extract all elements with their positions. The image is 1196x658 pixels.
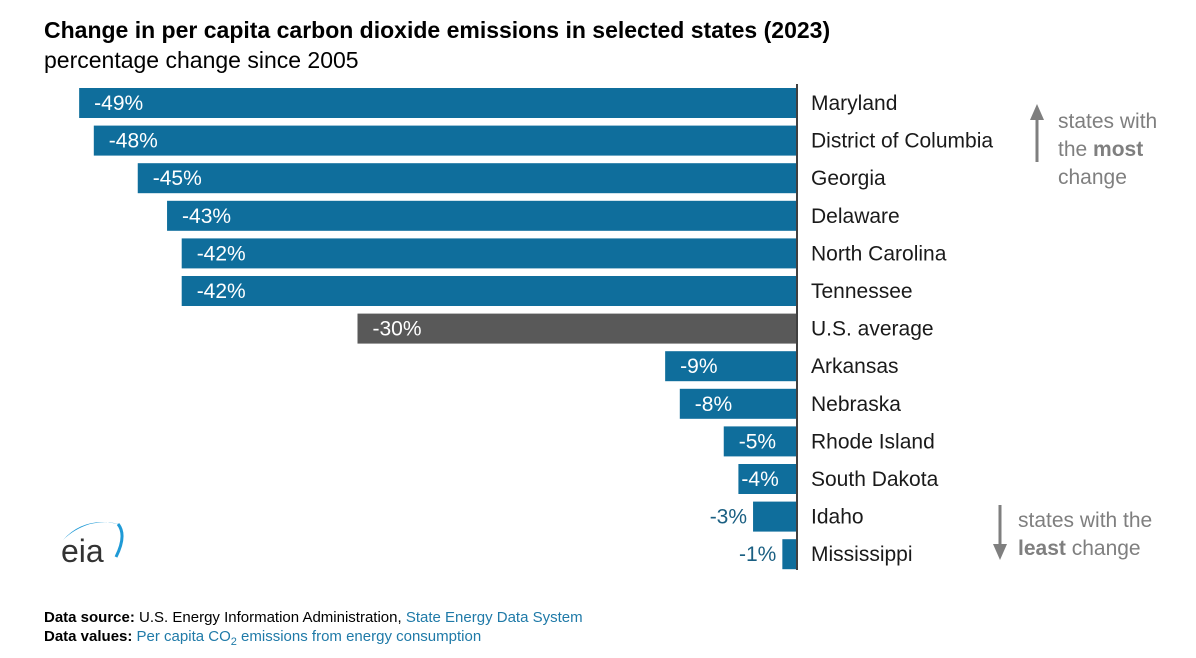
data-label: -48% — [109, 130, 158, 153]
note-text: the — [1058, 138, 1094, 161]
bar-1 — [93, 125, 798, 156]
note-line: least change — [1018, 535, 1152, 563]
eia-logo: eia — [61, 522, 124, 569]
category-label: Tennessee — [811, 280, 913, 303]
chart-title: Change in per capita carbon dioxide emis… — [44, 17, 831, 43]
bar-6 — [357, 313, 797, 344]
data-label: -4% — [741, 468, 778, 491]
data-label: -43% — [182, 205, 231, 228]
chart-subtitle: percentage change since 2005 — [44, 47, 359, 73]
note-text: change — [1065, 537, 1141, 560]
values-pre: Per capita CO — [136, 628, 231, 645]
category-label: Georgia — [811, 167, 886, 190]
bar-5 — [181, 276, 797, 306]
note-bold: least — [1018, 537, 1066, 560]
values-sub: 2 — [230, 636, 237, 648]
source-label: Data source: — [44, 609, 135, 626]
category-label: Idaho — [811, 506, 864, 529]
bar-10 — [738, 464, 797, 494]
values-label: Data values: — [44, 628, 133, 645]
source-text: U.S. Energy Information Administration, — [139, 609, 402, 626]
category-label: U.S. average — [811, 318, 934, 341]
data-label: -1% — [739, 543, 776, 566]
bar-12 — [782, 539, 797, 570]
bar-11 — [753, 501, 797, 532]
source-link[interactable]: State Energy Data System — [405, 609, 583, 626]
data-label: -42% — [197, 280, 246, 303]
values-text: Per capita CO2 emissions from energy con… — [136, 628, 482, 648]
data-label: -9% — [680, 355, 717, 378]
bar-0 — [79, 88, 797, 118]
note-bold: most — [1093, 138, 1144, 161]
category-label: Nebraska — [811, 393, 901, 416]
bar-3 — [167, 200, 798, 231]
data-label: -42% — [197, 242, 246, 265]
category-label: Rhode Island — [811, 430, 935, 453]
bar-4 — [181, 238, 797, 269]
svg-text:eia: eia — [61, 533, 104, 569]
category-label: South Dakota — [811, 468, 939, 491]
data-values: Data values: Per capita CO2 emissions fr… — [44, 628, 481, 648]
note-line: change — [1058, 166, 1127, 189]
category-label: Delaware — [811, 205, 900, 228]
data-source: Data source: U.S. Energy Information Adm… — [44, 609, 583, 626]
note-line: the most — [1058, 136, 1157, 164]
data-label: -8% — [695, 393, 732, 416]
down-arrow-icon — [993, 505, 1007, 560]
category-label: Maryland — [811, 92, 897, 115]
bar-9 — [723, 426, 797, 457]
category-label: District of Columbia — [811, 130, 993, 153]
bar-2 — [137, 163, 797, 194]
note-line: states with — [1058, 110, 1158, 133]
data-label: -3% — [710, 506, 747, 529]
data-label: -45% — [153, 167, 202, 190]
category-label: North Carolina — [811, 242, 947, 265]
data-label: -49% — [94, 92, 143, 115]
bar-8 — [679, 388, 797, 419]
most-change-note: states with the most change — [1058, 108, 1157, 192]
data-label: -5% — [739, 430, 776, 453]
category-label: Arkansas — [811, 355, 899, 378]
up-arrow-icon — [1030, 104, 1044, 162]
note-line: states with the — [1018, 509, 1153, 532]
bar-7 — [665, 351, 797, 382]
least-change-note: states with the least change — [1018, 507, 1152, 563]
category-label: Mississippi — [811, 543, 913, 566]
values-post: emissions from energy consumption — [236, 628, 482, 645]
data-label: -30% — [373, 318, 422, 341]
